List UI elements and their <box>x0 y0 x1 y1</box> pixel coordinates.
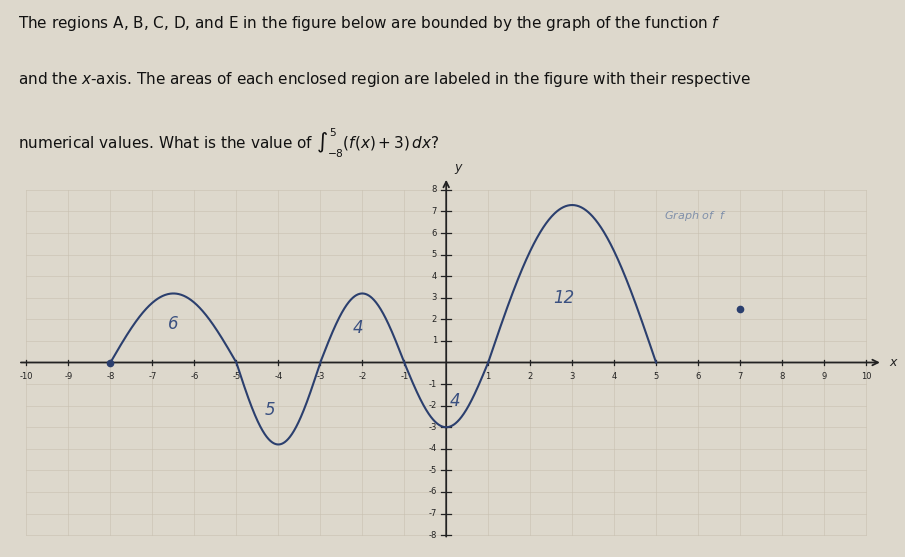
Text: -8: -8 <box>106 372 115 380</box>
Text: 4: 4 <box>353 319 364 337</box>
Text: 4: 4 <box>432 272 437 281</box>
Text: -3: -3 <box>316 372 325 380</box>
Text: 3: 3 <box>569 372 575 380</box>
Text: 2: 2 <box>528 372 533 380</box>
Text: -4: -4 <box>429 444 437 453</box>
Text: numerical values. What is the value of $\int_{-8}^{5}(f(x)+3)\,dx$?: numerical values. What is the value of $… <box>18 126 440 160</box>
Text: Graph of  $f$: Graph of $f$ <box>664 209 728 223</box>
Text: 12: 12 <box>553 289 575 307</box>
Text: 9: 9 <box>822 372 826 380</box>
Text: 10: 10 <box>861 372 872 380</box>
Text: 4: 4 <box>612 372 616 380</box>
Text: 6: 6 <box>695 372 700 380</box>
Text: -3: -3 <box>429 423 437 432</box>
Text: $x$: $x$ <box>889 356 899 369</box>
Text: -4: -4 <box>274 372 282 380</box>
Text: -5: -5 <box>233 372 241 380</box>
Text: 7: 7 <box>738 372 743 380</box>
Text: 6: 6 <box>432 228 437 238</box>
Text: 8: 8 <box>432 185 437 194</box>
Text: 8: 8 <box>779 372 785 380</box>
Text: -2: -2 <box>429 401 437 410</box>
Text: -7: -7 <box>148 372 157 380</box>
Text: -8: -8 <box>429 531 437 540</box>
Text: -6: -6 <box>429 487 437 496</box>
Text: 5: 5 <box>264 401 275 419</box>
Text: -2: -2 <box>358 372 367 380</box>
Text: 7: 7 <box>432 207 437 216</box>
Text: 3: 3 <box>432 294 437 302</box>
Text: 2: 2 <box>432 315 437 324</box>
Text: $y$: $y$ <box>453 162 463 176</box>
Text: -5: -5 <box>429 466 437 475</box>
Text: 4: 4 <box>450 392 461 411</box>
Text: 1: 1 <box>432 336 437 345</box>
Text: 1: 1 <box>486 372 491 380</box>
Text: -7: -7 <box>429 509 437 518</box>
Text: 5: 5 <box>653 372 659 380</box>
Text: -1: -1 <box>400 372 408 380</box>
Text: -1: -1 <box>429 379 437 389</box>
Text: -10: -10 <box>20 372 33 380</box>
Text: -6: -6 <box>190 372 198 380</box>
Text: -9: -9 <box>64 372 72 380</box>
Text: 5: 5 <box>432 250 437 259</box>
Text: and the $x$-axis. The areas of each enclosed region are labeled in the figure wi: and the $x$-axis. The areas of each encl… <box>18 70 751 90</box>
Text: The regions A, B, C, D, and E in the figure below are bounded by the graph of th: The regions A, B, C, D, and E in the fig… <box>18 14 721 33</box>
Text: 6: 6 <box>168 315 178 333</box>
